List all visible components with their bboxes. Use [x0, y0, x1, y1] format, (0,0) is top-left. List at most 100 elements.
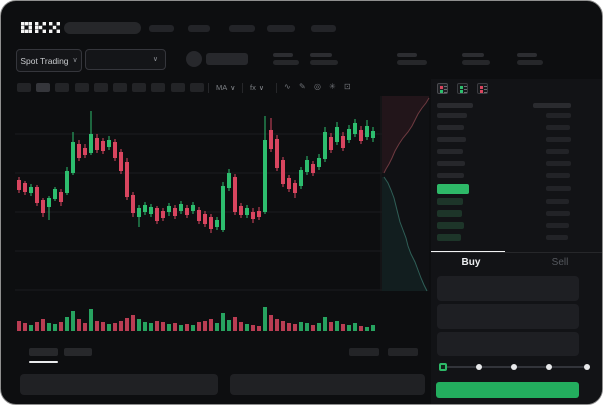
pair-dropdown[interactable]: ∨	[85, 49, 166, 70]
trade-input-placeholder[interactable]	[437, 332, 579, 356]
volume-bar	[293, 324, 297, 331]
book-mode-asks-icon[interactable]	[477, 83, 488, 94]
volume-bar	[59, 322, 63, 331]
candle	[269, 130, 273, 149]
timeframe-pill[interactable]	[151, 83, 166, 92]
candlestick-chart[interactable]	[11, 93, 431, 338]
candle	[263, 140, 267, 212]
search-input[interactable]	[64, 22, 141, 34]
ask-price-placeholder[interactable]	[437, 137, 466, 142]
tab-sell[interactable]: Sell	[551, 257, 569, 268]
candle	[167, 206, 171, 212]
volume-bar	[263, 307, 267, 331]
timeframe-pill[interactable]	[113, 83, 127, 92]
volume-bar	[53, 324, 57, 331]
candle	[83, 148, 87, 155]
volume-bar	[113, 323, 117, 331]
book-mode-both-icon[interactable]	[437, 83, 448, 94]
volume-bar	[347, 325, 351, 331]
last-price-amount-placeholder	[546, 186, 571, 191]
timeframe-pill[interactable]	[93, 83, 108, 92]
candle	[227, 173, 231, 188]
orders-tab-placeholder[interactable]	[64, 348, 92, 356]
fullscreen-icon[interactable]: ⊡	[344, 82, 351, 91]
stat-value-placeholder	[397, 60, 427, 65]
nav-item-placeholder[interactable]	[267, 25, 295, 32]
slider-stop-dot[interactable]	[476, 364, 482, 370]
timeframe-pill[interactable]	[36, 83, 51, 92]
bid-price-placeholder[interactable]	[437, 198, 463, 205]
volume-bar	[137, 319, 141, 331]
ask-price-placeholder[interactable]	[437, 173, 464, 178]
nav-item-placeholder[interactable]	[188, 25, 210, 32]
ask-price-placeholder[interactable]	[437, 161, 465, 166]
candle	[125, 162, 129, 197]
settings-icon[interactable]: ✳	[329, 82, 336, 91]
candle	[323, 132, 327, 159]
chevron-down-icon: ∨	[152, 56, 158, 63]
stat-label-placeholder	[462, 53, 484, 57]
volume-bar	[329, 322, 333, 331]
candle	[365, 126, 369, 137]
volume-bar	[353, 323, 357, 331]
slider-stop-dot[interactable]	[511, 364, 517, 370]
nav-item-placeholder[interactable]	[149, 25, 174, 32]
trade-side-tabs: Buy Sell	[431, 251, 602, 277]
candle	[101, 141, 105, 151]
ask-price-placeholder[interactable]	[437, 113, 467, 118]
volume-bar	[341, 324, 345, 331]
draw-icon[interactable]: ✎	[299, 82, 306, 91]
nav-item-placeholder[interactable]	[229, 25, 255, 32]
trade-input-placeholder[interactable]	[437, 276, 579, 301]
timeframe-pill[interactable]	[189, 83, 204, 92]
overlay-select[interactable]: MA ∨	[216, 83, 236, 92]
slider-handle[interactable]	[439, 363, 447, 371]
ask-amount-placeholder	[546, 161, 571, 166]
candle	[173, 208, 177, 216]
orders-action-placeholder[interactable]	[388, 348, 418, 356]
book-mode-bids-icon[interactable]	[457, 83, 468, 94]
ask-amount-placeholder	[546, 149, 569, 154]
toolbar-divider	[242, 83, 243, 93]
orders-action-placeholder[interactable]	[349, 348, 379, 356]
candle	[107, 140, 111, 147]
nav-item-placeholder[interactable]	[311, 25, 336, 32]
timeframe-pill[interactable]	[17, 83, 31, 92]
bid-price-placeholder[interactable]	[437, 210, 462, 217]
volume-bar	[209, 319, 213, 331]
camera-icon[interactable]: ◎	[314, 82, 321, 91]
slider-stop-dot[interactable]	[546, 364, 552, 370]
slider-stop-dot[interactable]	[584, 364, 590, 370]
stat-label-placeholder	[517, 53, 537, 57]
buy-submit-button[interactable]	[436, 382, 579, 398]
volume-bar	[191, 325, 195, 331]
ask-amount-placeholder	[546, 125, 570, 130]
timeframe-pill[interactable]	[170, 83, 185, 92]
market-type-selector[interactable]: Spot Trading ∨	[16, 49, 82, 72]
last-price-pill[interactable]	[437, 184, 469, 194]
bid-price-placeholder[interactable]	[437, 222, 464, 229]
candle	[77, 144, 81, 158]
orders-tab-placeholder[interactable]	[29, 348, 58, 356]
indicator-select[interactable]: fx ∨	[250, 83, 264, 92]
candle	[29, 187, 33, 193]
line-style-icon[interactable]: ∿	[284, 82, 291, 91]
volume-bar	[155, 321, 159, 331]
volume-bar	[257, 326, 261, 331]
ask-price-placeholder[interactable]	[437, 125, 464, 130]
timeframe-pill[interactable]	[132, 83, 147, 92]
timeframe-pill[interactable]	[74, 83, 89, 92]
trade-input-placeholder[interactable]	[437, 304, 579, 329]
volume-bar	[281, 321, 285, 331]
volume-bar	[275, 319, 279, 331]
candle	[179, 204, 183, 211]
volume-bar	[215, 323, 219, 331]
tab-buy[interactable]: Buy	[461, 257, 481, 268]
ask-price-placeholder[interactable]	[437, 149, 463, 154]
bid-price-placeholder[interactable]	[437, 234, 461, 241]
candle	[71, 142, 75, 173]
volume-bar	[47, 323, 51, 331]
candle	[149, 207, 153, 214]
timeframe-pill[interactable]	[55, 83, 70, 92]
toolbar-divider	[276, 83, 277, 93]
